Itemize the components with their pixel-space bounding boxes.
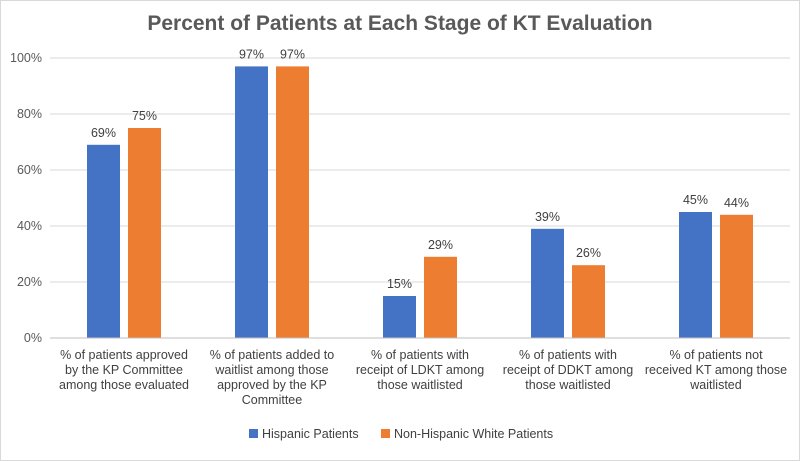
category-label: % of patients approved <box>60 348 188 362</box>
data-label: 26% <box>576 246 601 260</box>
y-tick-label: 0% <box>24 331 42 345</box>
category-label: by the KP Committee <box>65 363 183 377</box>
category-label: approved by the KP <box>217 378 327 392</box>
category-label: receipt of LDKT among <box>356 363 484 377</box>
data-label: 69% <box>91 126 116 140</box>
category-label: Committee <box>242 393 302 407</box>
data-label: 15% <box>387 277 412 291</box>
category-label: % of patients added to <box>210 348 334 362</box>
category-label: those waitlisted <box>377 378 463 392</box>
data-label: 97% <box>280 47 305 61</box>
legend-label: Non-Hispanic White Patients <box>394 427 553 441</box>
bar <box>276 66 309 339</box>
bar <box>128 128 161 338</box>
y-tick-label: 100% <box>10 51 42 65</box>
bar <box>87 144 120 338</box>
bar <box>424 256 457 338</box>
data-label: 97% <box>239 47 264 61</box>
legend-swatch <box>249 429 258 438</box>
bar <box>720 214 753 338</box>
y-tick-label: 20% <box>17 275 42 289</box>
y-tick-label: 80% <box>17 107 42 121</box>
category-label: waitlist among those <box>214 363 328 377</box>
category-label: % of patients not <box>669 348 763 362</box>
y-tick-label: 40% <box>17 219 42 233</box>
category-label: among those evaluated <box>59 378 189 392</box>
category-label: received KT among those <box>645 363 787 377</box>
bar <box>531 228 564 338</box>
category-label: % of patients with <box>371 348 469 362</box>
y-tick-label: 60% <box>17 163 42 177</box>
legend-swatch <box>381 429 390 438</box>
category-label: waitlisted <box>689 378 741 392</box>
category-label: % of patients with <box>519 348 617 362</box>
data-label: 29% <box>428 238 453 252</box>
data-label: 45% <box>683 193 708 207</box>
chart-title: Percent of Patients at Each Stage of KT … <box>147 12 653 35</box>
data-label: 75% <box>132 109 157 123</box>
category-label: those waitlisted <box>525 378 611 392</box>
bar <box>383 296 416 338</box>
category-label: receipt of DDKT among <box>503 363 633 377</box>
legend-label: Hispanic Patients <box>262 427 359 441</box>
bar <box>572 265 605 338</box>
data-label: 39% <box>535 210 560 224</box>
bar <box>679 212 712 338</box>
data-label: 44% <box>724 196 749 210</box>
bar <box>235 66 268 339</box>
